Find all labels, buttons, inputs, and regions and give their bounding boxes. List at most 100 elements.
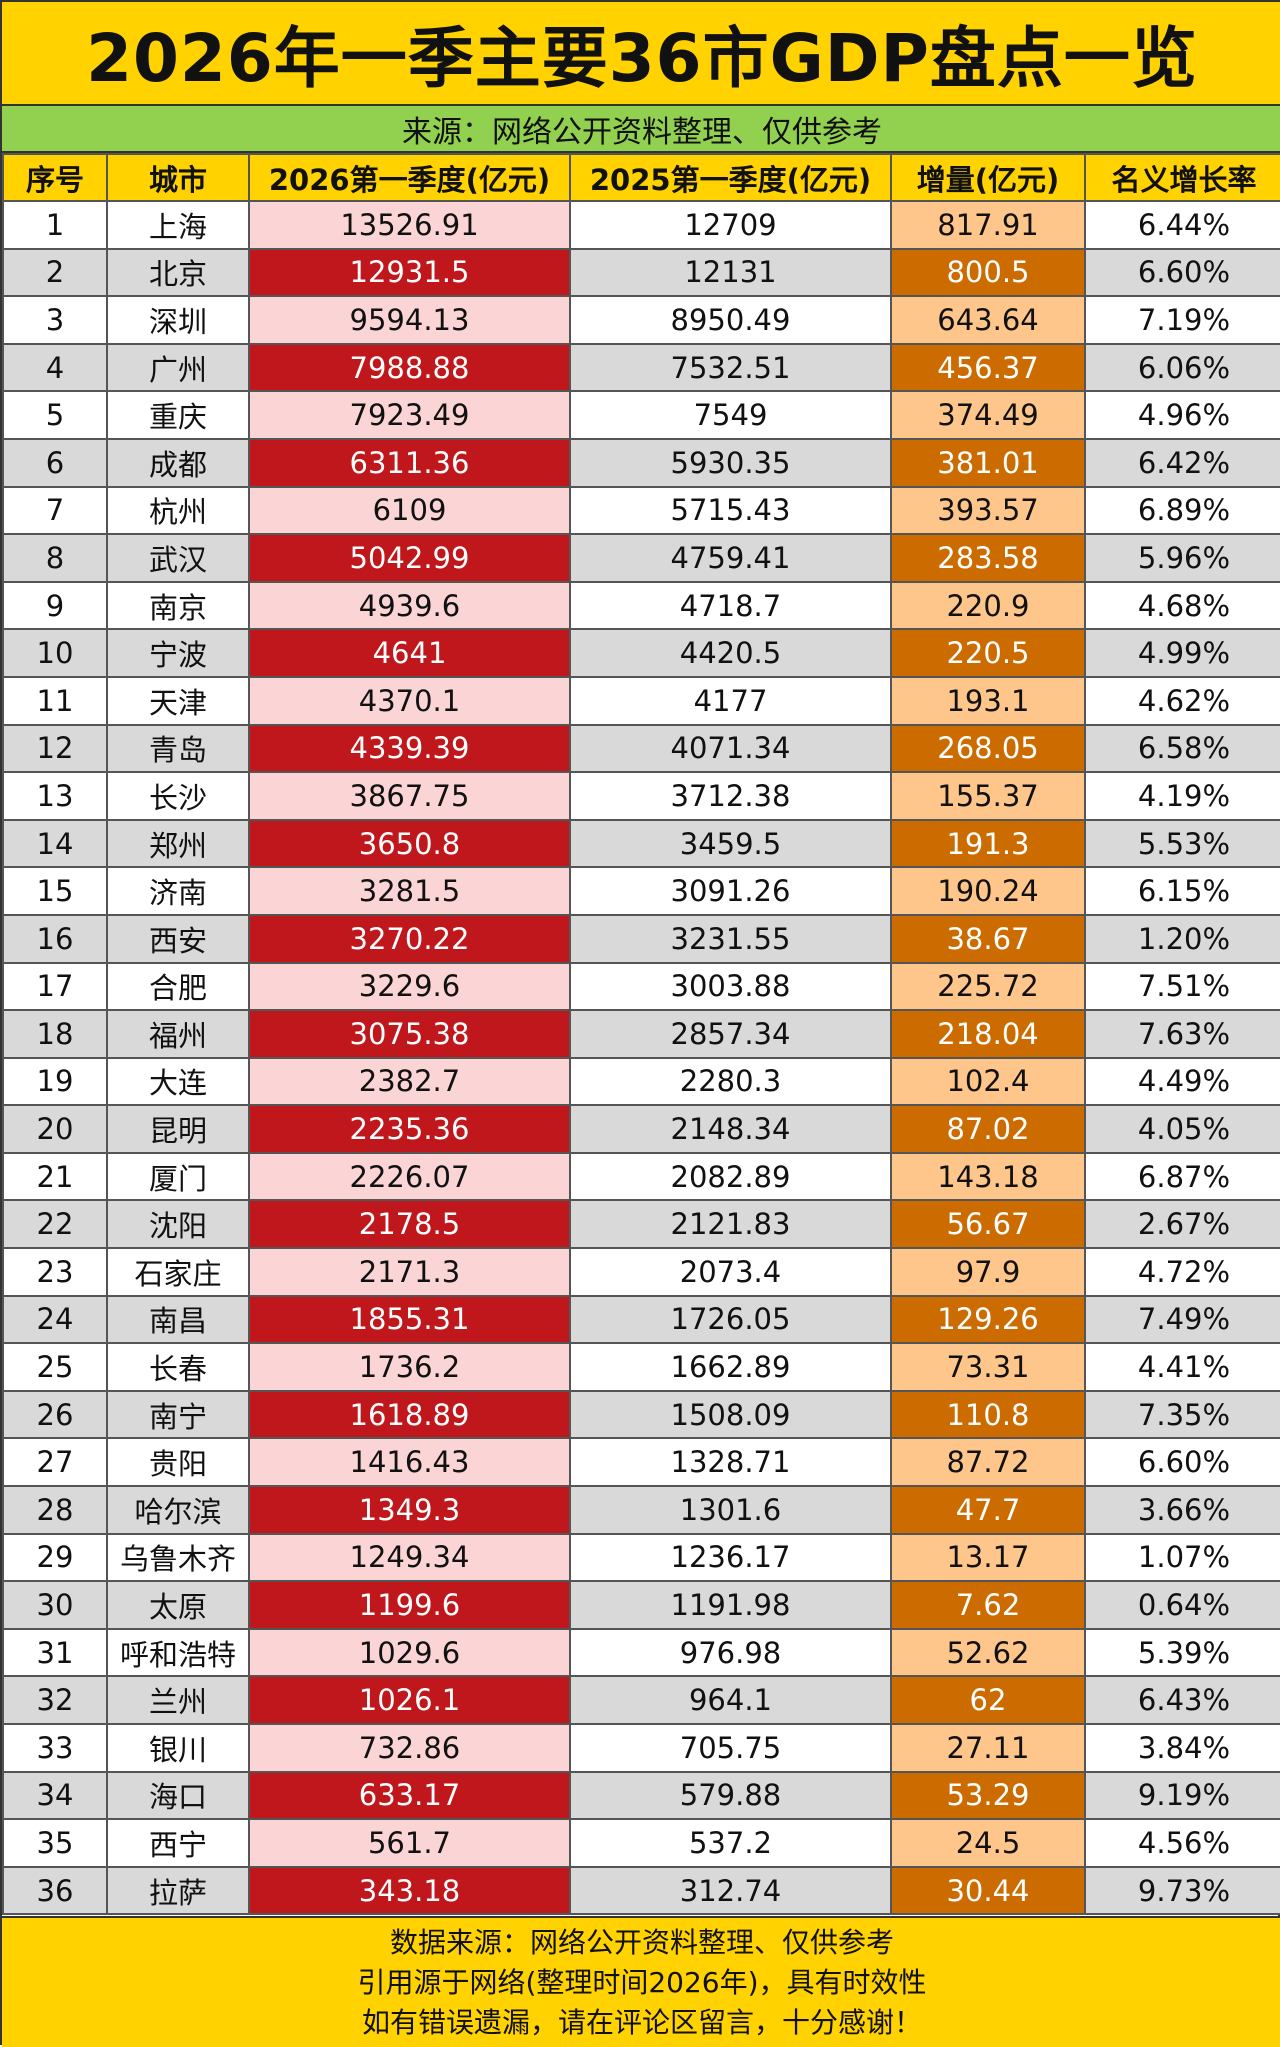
cell-increase: 817.91 bbox=[890, 200, 1086, 250]
cell-rank: 22 bbox=[2, 1199, 108, 1250]
cell-growth-rate: 3.84% bbox=[1084, 1723, 1280, 1773]
table-row: 33 银川 732.86 705.75 27.11 3.84% bbox=[2, 1723, 1280, 1773]
table-row: 24 南昌 1855.31 1726.05 129.26 7.49% bbox=[2, 1294, 1280, 1345]
cell-gdp-2025: 4759.41 bbox=[569, 533, 892, 583]
table-row: 22 沈阳 2178.5 2121.83 56.67 2.67% bbox=[2, 1199, 1280, 1250]
cell-gdp-2025: 2082.89 bbox=[569, 1151, 892, 1202]
table-row: 4 广州 7988.88 7532.51 456.37 6.06% bbox=[2, 342, 1280, 393]
cell-growth-rate: 4.19% bbox=[1084, 771, 1280, 821]
cell-gdp-2026: 1349.3 bbox=[248, 1485, 571, 1535]
cell-growth-rate: 7.49% bbox=[1084, 1294, 1280, 1345]
table-row: 17 合肥 3229.6 3003.88 225.72 7.51% bbox=[2, 961, 1280, 1012]
cell-increase: 73.31 bbox=[890, 1342, 1086, 1392]
cell-increase: 374.49 bbox=[890, 390, 1086, 440]
cell-increase: 62 bbox=[890, 1675, 1086, 1725]
cell-gdp-2026: 7988.88 bbox=[248, 342, 571, 393]
table-row: 35 西宁 561.7 537.2 24.5 4.56% bbox=[2, 1818, 1280, 1868]
page-title: 2026年一季主要36市GDP盘点一览 bbox=[2, 2, 1280, 106]
cell-gdp-2025: 4420.5 bbox=[569, 628, 892, 678]
cell-city: 长春 bbox=[106, 1342, 250, 1392]
cell-gdp-2026: 1855.31 bbox=[248, 1294, 571, 1345]
cell-gdp-2026: 13526.91 bbox=[248, 200, 571, 250]
cell-city: 拉萨 bbox=[106, 1865, 250, 1916]
cell-gdp-2026: 1736.2 bbox=[248, 1342, 571, 1392]
table-row: 20 昆明 2235.36 2148.34 87.02 4.05% bbox=[2, 1104, 1280, 1154]
cell-gdp-2025: 3091.26 bbox=[569, 866, 892, 916]
cell-gdp-2025: 3712.38 bbox=[569, 771, 892, 821]
page-title-text: 2026年一季主要36市GDP盘点一览 bbox=[86, 20, 1198, 97]
table-row: 1 上海 13526.91 12709 817.91 6.44% bbox=[2, 200, 1280, 250]
cell-rank: 7 bbox=[2, 485, 108, 536]
cell-gdp-2026: 2178.5 bbox=[248, 1199, 571, 1250]
cell-city: 武汉 bbox=[106, 533, 250, 583]
column-header-city: 城市 bbox=[106, 153, 250, 202]
cell-increase: 643.64 bbox=[890, 295, 1086, 345]
cell-rank: 12 bbox=[2, 723, 108, 774]
cell-rank: 14 bbox=[2, 818, 108, 869]
table-row: 15 济南 3281.5 3091.26 190.24 6.15% bbox=[2, 866, 1280, 916]
cell-growth-rate: 6.15% bbox=[1084, 866, 1280, 916]
cell-gdp-2025: 8950.49 bbox=[569, 295, 892, 345]
table-row: 36 拉萨 343.18 312.74 30.44 9.73% bbox=[2, 1865, 1280, 1916]
cell-gdp-2026: 4370.1 bbox=[248, 675, 571, 726]
cell-rank: 29 bbox=[2, 1532, 108, 1583]
table-row: 25 长春 1736.2 1662.89 73.31 4.41% bbox=[2, 1342, 1280, 1392]
cell-increase: 97.9 bbox=[890, 1247, 1086, 1297]
cell-increase: 155.37 bbox=[890, 771, 1086, 821]
footer-line: 数据来源：网络公开资料整理、仅供参考 bbox=[389, 1925, 894, 1959]
column-header-increase: 增量(亿元) bbox=[890, 153, 1086, 202]
cell-rank: 36 bbox=[2, 1865, 108, 1916]
cell-growth-rate: 2.67% bbox=[1084, 1199, 1280, 1250]
cell-gdp-2025: 1191.98 bbox=[569, 1580, 892, 1630]
cell-growth-rate: 4.72% bbox=[1084, 1247, 1280, 1297]
cell-rank: 17 bbox=[2, 961, 108, 1012]
cell-growth-rate: 4.99% bbox=[1084, 628, 1280, 678]
cell-growth-rate: 6.60% bbox=[1084, 247, 1280, 298]
cell-rank: 26 bbox=[2, 1389, 108, 1440]
cell-gdp-2026: 3075.38 bbox=[248, 1009, 571, 1059]
table-row: 10 宁波 4641 4420.5 220.5 4.99% bbox=[2, 628, 1280, 678]
cell-gdp-2025: 2280.3 bbox=[569, 1056, 892, 1107]
gdp-table: 序号 城市 2026第一季度(亿元) 2025第一季度(亿元) 增量(亿元) 名… bbox=[2, 153, 1280, 1916]
cell-gdp-2025: 964.1 bbox=[569, 1675, 892, 1725]
cell-gdp-2026: 1199.6 bbox=[248, 1580, 571, 1630]
cell-city: 郑州 bbox=[106, 818, 250, 869]
cell-rank: 27 bbox=[2, 1437, 108, 1488]
cell-city: 西宁 bbox=[106, 1818, 250, 1868]
cell-gdp-2026: 2226.07 bbox=[248, 1151, 571, 1202]
cell-city: 南宁 bbox=[106, 1389, 250, 1440]
cell-rank: 10 bbox=[2, 628, 108, 678]
table-row: 29 乌鲁木齐 1249.34 1236.17 13.17 1.07% bbox=[2, 1532, 1280, 1583]
table-row: 14 郑州 3650.8 3459.5 191.3 5.53% bbox=[2, 818, 1280, 869]
cell-gdp-2025: 537.2 bbox=[569, 1818, 892, 1868]
cell-gdp-2026: 1618.89 bbox=[248, 1389, 571, 1440]
cell-rank: 9 bbox=[2, 580, 108, 631]
footer-line: 如有错误遗漏，请在评论区留言，十分感谢！ bbox=[361, 2005, 922, 2039]
cell-rank: 4 bbox=[2, 342, 108, 393]
cell-growth-rate: 6.87% bbox=[1084, 1151, 1280, 1202]
cell-increase: 110.8 bbox=[890, 1389, 1086, 1440]
cell-growth-rate: 6.58% bbox=[1084, 723, 1280, 774]
cell-growth-rate: 6.44% bbox=[1084, 200, 1280, 250]
table-row: 11 天津 4370.1 4177 193.1 4.62% bbox=[2, 675, 1280, 726]
cell-growth-rate: 4.49% bbox=[1084, 1056, 1280, 1107]
cell-city: 西安 bbox=[106, 913, 250, 964]
cell-growth-rate: 4.68% bbox=[1084, 580, 1280, 631]
cell-growth-rate: 7.35% bbox=[1084, 1389, 1280, 1440]
cell-increase: 218.04 bbox=[890, 1009, 1086, 1059]
cell-gdp-2026: 732.86 bbox=[248, 1723, 571, 1773]
cell-increase: 190.24 bbox=[890, 866, 1086, 916]
column-header-gdp-2026: 2026第一季度(亿元) bbox=[248, 153, 571, 202]
cell-increase: 456.37 bbox=[890, 342, 1086, 393]
cell-gdp-2025: 1236.17 bbox=[569, 1532, 892, 1583]
cell-rank: 35 bbox=[2, 1818, 108, 1868]
cell-gdp-2025: 1662.89 bbox=[569, 1342, 892, 1392]
cell-growth-rate: 6.42% bbox=[1084, 437, 1280, 488]
cell-gdp-2026: 3281.5 bbox=[248, 866, 571, 916]
cell-city: 北京 bbox=[106, 247, 250, 298]
table-row: 12 青岛 4339.39 4071.34 268.05 6.58% bbox=[2, 723, 1280, 774]
table-row: 13 长沙 3867.75 3712.38 155.37 4.19% bbox=[2, 771, 1280, 821]
cell-gdp-2025: 7549 bbox=[569, 390, 892, 440]
cell-growth-rate: 4.62% bbox=[1084, 675, 1280, 726]
